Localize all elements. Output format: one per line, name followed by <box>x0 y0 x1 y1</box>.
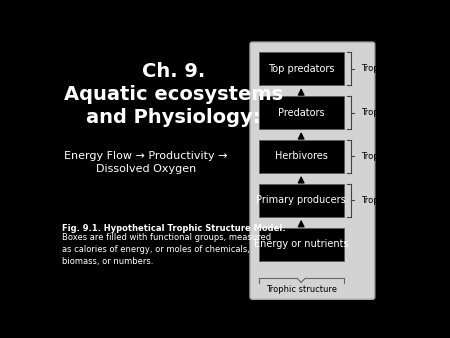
FancyBboxPatch shape <box>250 42 375 299</box>
Text: Top predators: Top predators <box>268 64 334 74</box>
Text: Fig. 9.1. Hypothetical Trophic Structure Model.: Fig. 9.1. Hypothetical Trophic Structure… <box>63 224 286 233</box>
Bar <box>258 96 344 129</box>
Bar <box>258 140 344 173</box>
Bar <box>258 184 344 217</box>
Bar <box>258 228 344 261</box>
Text: Trophic level 3: Trophic level 3 <box>361 108 422 117</box>
Bar <box>258 52 344 85</box>
Text: Primary producers: Primary producers <box>256 195 346 206</box>
Text: Boxes are filled with functional groups, measured
as calories of energy, or mole: Boxes are filled with functional groups,… <box>63 233 271 266</box>
Text: Energy or nutrients: Energy or nutrients <box>254 239 348 249</box>
Text: Ch. 9.
Aquatic ecosystems
and Physiology:: Ch. 9. Aquatic ecosystems and Physiology… <box>64 62 283 127</box>
Text: Energy Flow → Productivity →
Dissolved Oxygen: Energy Flow → Productivity → Dissolved O… <box>64 151 228 174</box>
Text: Trophic level 2: Trophic level 2 <box>361 152 422 161</box>
Text: Trophic structure: Trophic structure <box>266 285 337 294</box>
Text: Predators: Predators <box>278 107 324 118</box>
Text: Trophic level 1: Trophic level 1 <box>361 196 422 205</box>
Text: Herbivores: Herbivores <box>274 151 328 162</box>
Text: Trophic level 4: Trophic level 4 <box>361 64 422 73</box>
